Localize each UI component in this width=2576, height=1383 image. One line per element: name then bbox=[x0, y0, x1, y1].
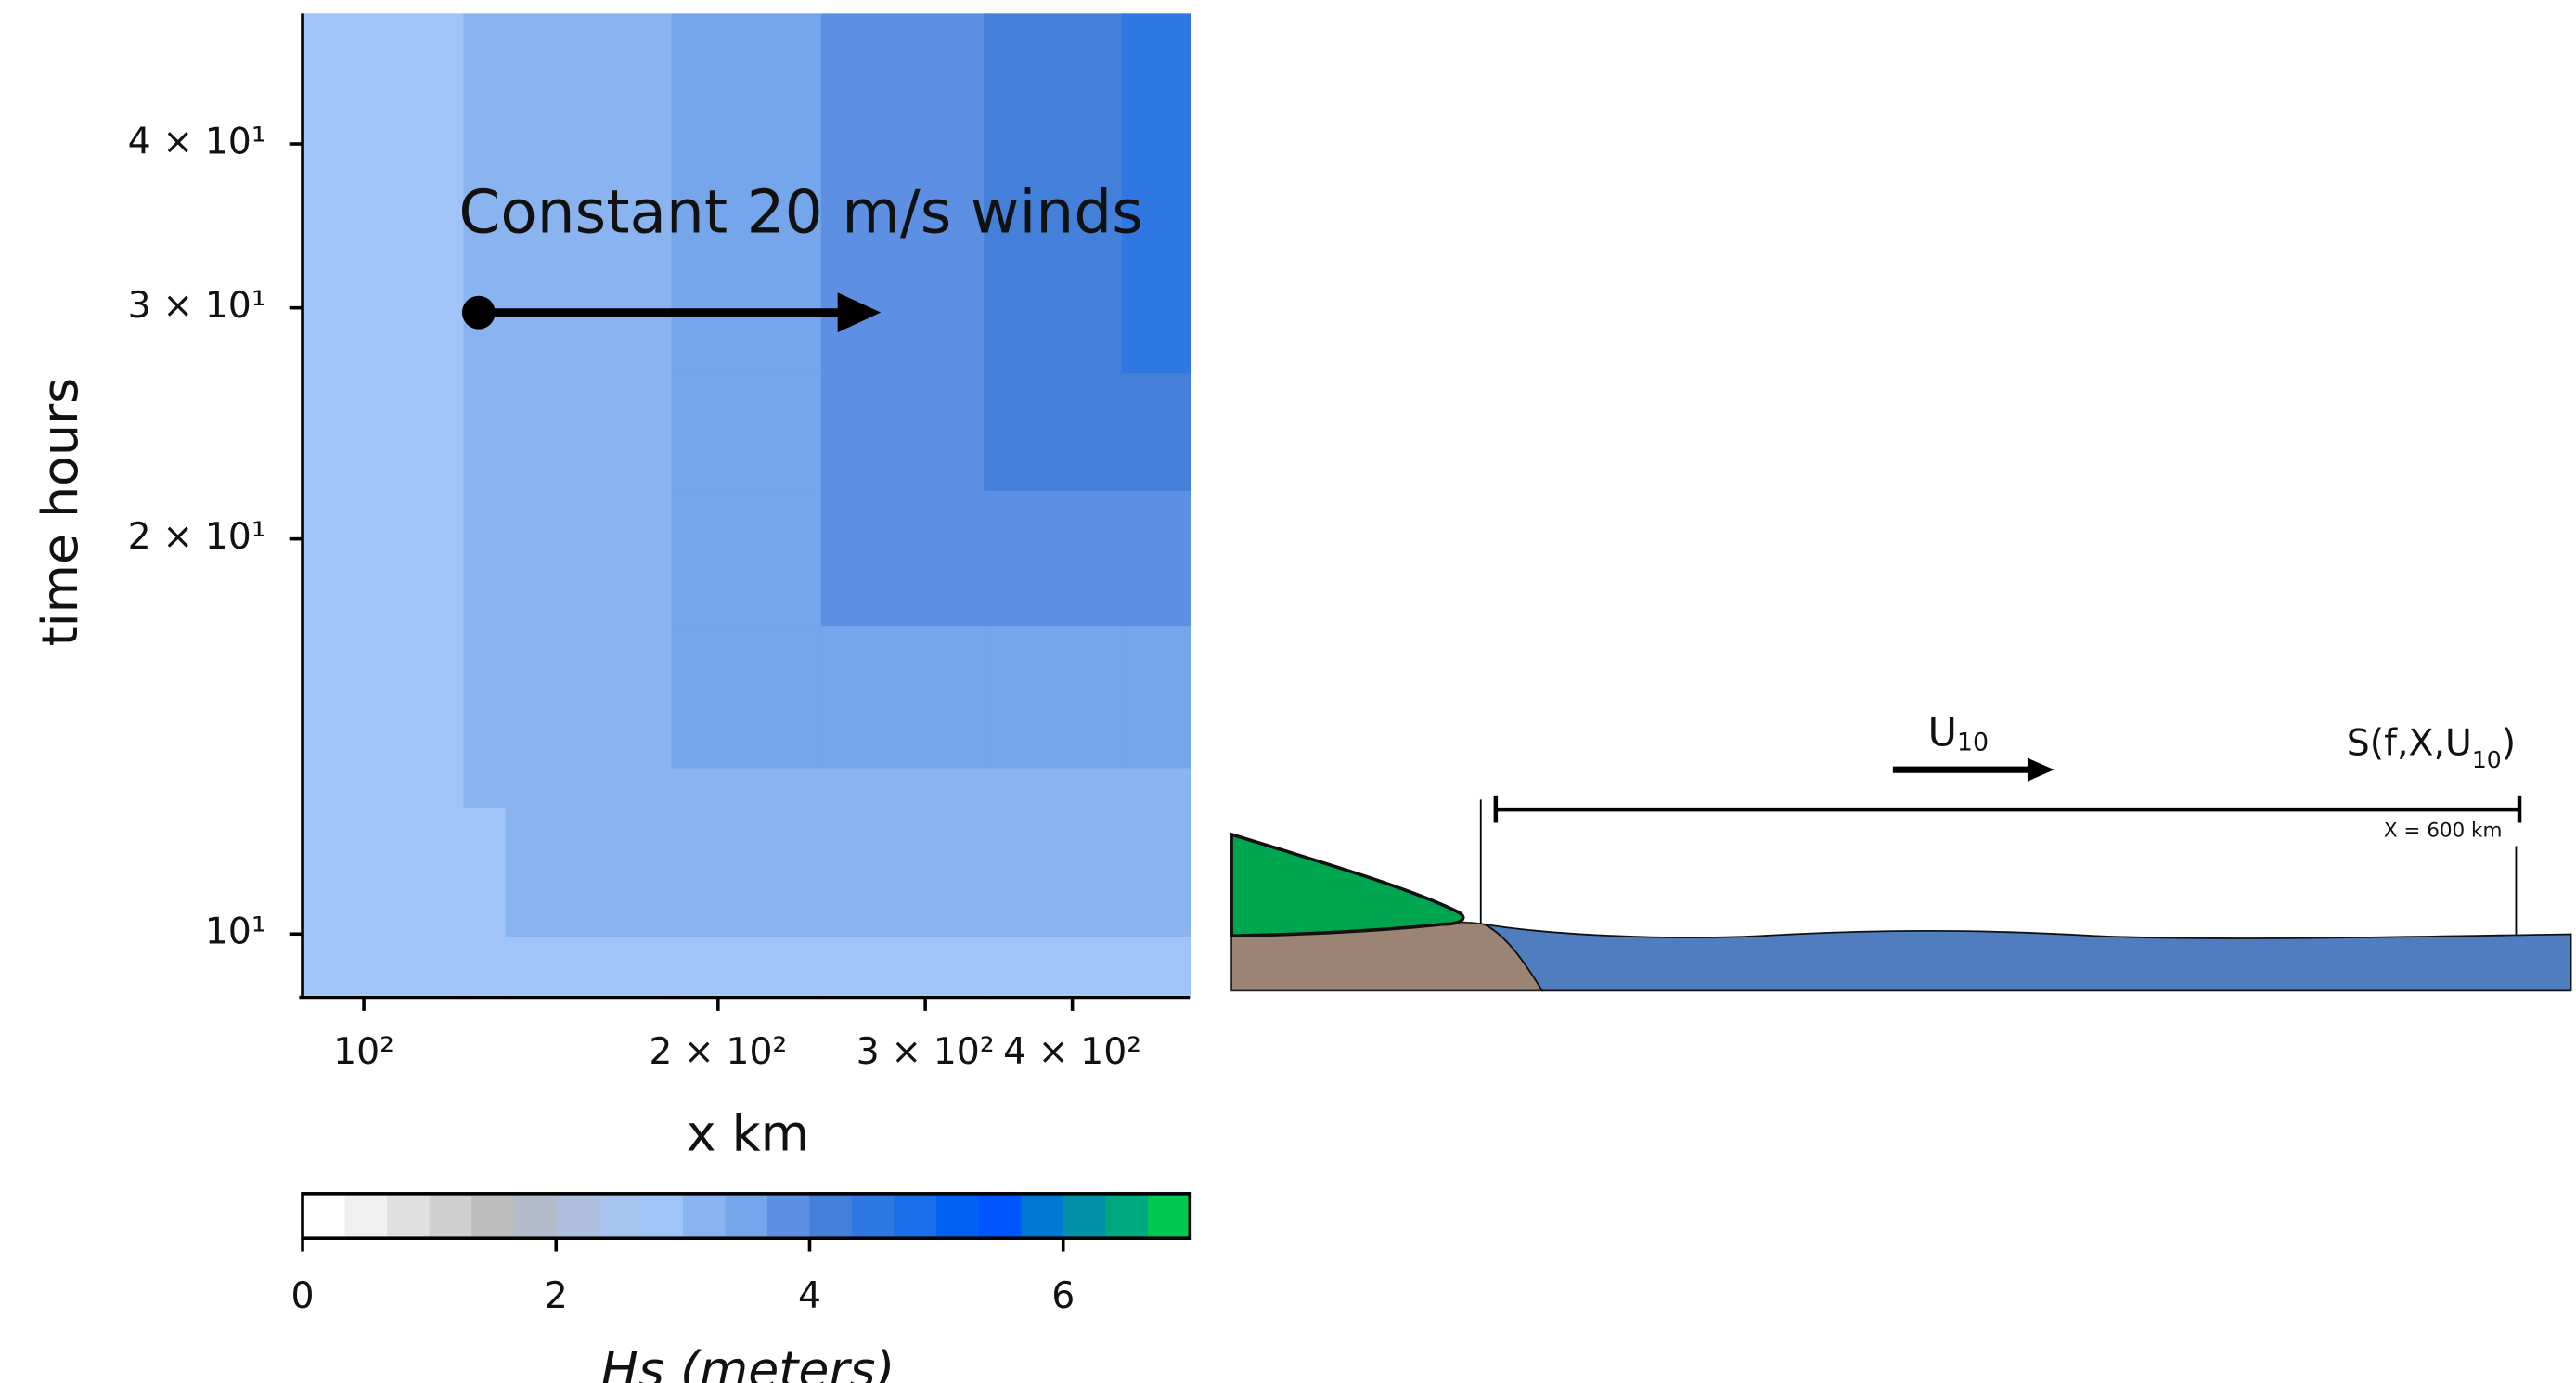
colorbar-swatch bbox=[725, 1194, 767, 1238]
heatmap-cell bbox=[984, 372, 1123, 491]
heatmap-cell bbox=[463, 372, 506, 491]
x-tick-label: 2 × 10² bbox=[649, 1030, 787, 1073]
heatmap-cell bbox=[984, 768, 1123, 808]
annotation: Constant 20 m/s winds bbox=[458, 177, 1142, 247]
colorbar-swatch bbox=[683, 1194, 726, 1238]
colorbar-swatch bbox=[303, 1194, 345, 1238]
y-tick-label: 3 × 10¹ bbox=[128, 284, 266, 327]
heatmap-cell bbox=[506, 372, 673, 491]
hill bbox=[1231, 834, 1463, 936]
heatmap-cell bbox=[303, 768, 464, 808]
wind-label: U10 bbox=[1927, 709, 1989, 756]
heatmap-cell bbox=[821, 490, 985, 626]
colorbar-swatch bbox=[1148, 1194, 1191, 1238]
colorbar-swatch bbox=[556, 1194, 599, 1238]
heatmap-cell bbox=[821, 372, 985, 491]
heatmap-cell bbox=[303, 13, 464, 372]
colorbar-title: Hs (meters) bbox=[601, 1340, 895, 1383]
heatmap-cell bbox=[1122, 936, 1191, 995]
page: {"chart_data": { "type": "heatmap", "xla… bbox=[0, 0, 2576, 1383]
heatmap-cell bbox=[671, 768, 821, 808]
colorbar-tick-label: 2 bbox=[545, 1274, 568, 1317]
heatmap-cell bbox=[984, 490, 1123, 626]
heatmap-cell bbox=[671, 490, 821, 626]
heatmap-cell bbox=[1122, 768, 1191, 808]
y-tick-label: 10¹ bbox=[205, 911, 266, 953]
y-tick-label: 2 × 10¹ bbox=[128, 515, 266, 558]
heatmap-cell bbox=[984, 936, 1123, 995]
x-tick-label: 3 × 10² bbox=[857, 1030, 995, 1073]
colorbar-swatch bbox=[471, 1194, 514, 1238]
colorbar-swatch bbox=[767, 1194, 810, 1238]
heatmap-cell bbox=[463, 490, 506, 626]
heatmap-cell bbox=[506, 807, 673, 937]
heatmap-cell bbox=[1122, 372, 1191, 491]
heatmap-cell bbox=[984, 807, 1123, 937]
fetch-label: X = 600 km bbox=[2384, 819, 2503, 842]
colorbar-swatch bbox=[345, 1194, 388, 1238]
spectrum-part: S(f,X,U bbox=[2347, 721, 2472, 764]
colorbar-swatch bbox=[1021, 1194, 1063, 1238]
heatmap-cell bbox=[671, 625, 821, 768]
heatmap-cell bbox=[303, 625, 464, 768]
colorbar-swatch bbox=[852, 1194, 895, 1238]
heatmap-cell bbox=[821, 807, 985, 937]
figure: 10² 2 × 10² 3 × 10²4 × 10² 10¹ 2 × 10¹ 3 × 10… bbox=[0, 0, 2576, 1383]
heatmap-cell bbox=[463, 807, 506, 937]
arrow-origin bbox=[462, 296, 496, 330]
heatmap-cell bbox=[1122, 625, 1191, 768]
heatmap-cell bbox=[463, 768, 506, 808]
colorbar-swatch bbox=[387, 1194, 430, 1238]
heatmap-cell bbox=[671, 936, 821, 995]
colorbar-swatch bbox=[640, 1194, 683, 1238]
heatmap-cell bbox=[506, 936, 673, 995]
colorbar-swatch bbox=[1063, 1194, 1106, 1238]
colorbar-tick-label: 0 bbox=[290, 1274, 314, 1317]
spectrum-subscript: 10 bbox=[2472, 746, 2502, 773]
wind-subscript: 10 bbox=[1957, 728, 1989, 756]
heatmap-cell bbox=[821, 936, 985, 995]
heatmap-cell bbox=[506, 490, 673, 626]
colorbar-swatch bbox=[809, 1194, 852, 1238]
y-axis-title: time hours bbox=[31, 378, 89, 646]
heatmap-cell bbox=[463, 936, 506, 995]
colorbar-tick-label: 4 bbox=[798, 1274, 821, 1317]
colorbar: 0 2 4 6 bbox=[290, 1194, 1191, 1317]
heatmap-cell bbox=[671, 372, 821, 491]
ocean bbox=[1484, 924, 2570, 991]
x-axis-title: x km bbox=[687, 1105, 809, 1163]
heatmap-cell bbox=[671, 807, 821, 937]
y-tick-label: 4 × 10¹ bbox=[128, 121, 266, 163]
wind-symbol: U bbox=[1927, 709, 1956, 756]
colorbar-swatch bbox=[979, 1194, 1022, 1238]
heatmap-cell bbox=[303, 372, 464, 491]
colorbar-swatch bbox=[895, 1194, 937, 1238]
colorbar-swatch bbox=[936, 1194, 979, 1238]
heatmap-cell bbox=[506, 768, 673, 808]
heatmap-cell bbox=[1122, 807, 1191, 937]
heatmap-cell bbox=[303, 490, 464, 626]
colorbar-tick-label: 6 bbox=[1051, 1274, 1075, 1317]
x-tick-label: 10² bbox=[333, 1030, 394, 1073]
colorbar-swatch bbox=[599, 1194, 641, 1238]
colorbar-swatch bbox=[1105, 1194, 1148, 1238]
heatmap-cell bbox=[821, 625, 985, 768]
heatmap-cell bbox=[506, 625, 673, 768]
spectrum-label: S(f,X,U10) bbox=[2347, 721, 2516, 773]
colorbar-swatch bbox=[430, 1194, 472, 1238]
heatmap-cell bbox=[821, 768, 985, 808]
colorbar-swatch bbox=[514, 1194, 557, 1238]
heatmap-cell bbox=[303, 807, 464, 937]
heatmap-cell bbox=[984, 625, 1123, 768]
heatmap-cell bbox=[303, 936, 464, 995]
arrow-head bbox=[2028, 758, 2054, 782]
x-tick-label: 4 × 10² bbox=[1003, 1030, 1141, 1073]
heatmap-cell bbox=[1122, 490, 1191, 626]
spectrum-part: ) bbox=[2502, 721, 2516, 764]
heatmap-cell bbox=[463, 625, 506, 768]
fetch-diagram: U10 S(f,X,U10) X = 600 km bbox=[1231, 709, 2570, 990]
